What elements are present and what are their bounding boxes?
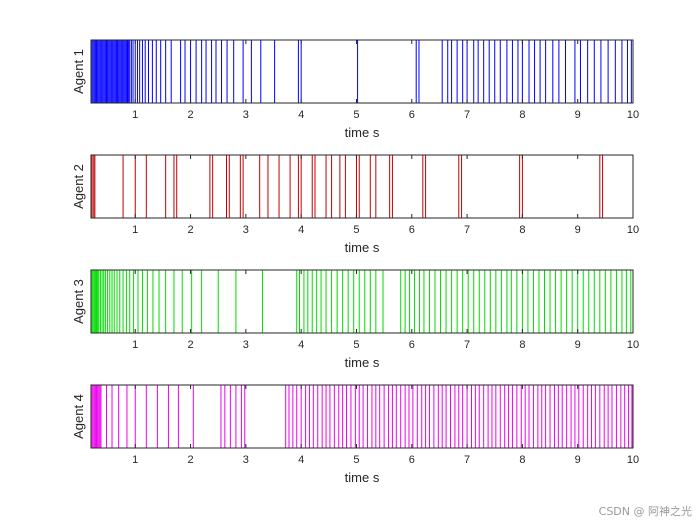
agent3-xtick-label: 3: [243, 339, 249, 351]
agent4-xtick-label: 4: [298, 454, 304, 466]
agent2-xtick-label: 4: [298, 224, 304, 236]
agent1-xtick-label: 5: [353, 109, 359, 121]
agent1-xtick-label: 3: [243, 109, 249, 121]
agent3-xtick-label: 7: [464, 339, 470, 351]
agent1-ylabel: Agent 1: [71, 49, 86, 94]
agent2-xlabel: time s: [345, 240, 380, 255]
agent2-xtick-label: 1: [132, 224, 138, 236]
agent1-xtick-label: 8: [519, 109, 525, 121]
agent3-xlabel: time s: [345, 355, 380, 370]
agent3-xtick-label: 1: [132, 339, 138, 351]
agent2-xtick-label: 2: [187, 224, 193, 236]
agent4-xtick-label: 3: [243, 454, 249, 466]
agent4-xtick-label: 5: [353, 454, 359, 466]
agent3-axes-box: [90, 269, 634, 334]
agent1-xtick-label: 4: [298, 109, 304, 121]
agent4-xtick-label: 1: [132, 454, 138, 466]
agent4-xtick-label: 10: [627, 454, 639, 466]
watermark: CSDN @ 阿神之光: [598, 505, 692, 518]
agent2-ylabel: Agent 2: [71, 164, 86, 209]
agent3-xtick-label: 5: [353, 339, 359, 351]
agent2-xtick-label: 8: [519, 224, 525, 236]
agent2-xtick-label: 9: [575, 224, 581, 236]
agent4-xlabel: time s: [345, 470, 380, 485]
agent3-ylabel: Agent 3: [71, 279, 86, 324]
agent2-axes-box: [90, 154, 634, 219]
agent3-xtick-label: 2: [187, 339, 193, 351]
agent4-xtick-label: 9: [575, 454, 581, 466]
agent1-axes-box: [90, 39, 634, 104]
agent1-xlabel: time s: [345, 125, 380, 140]
agent1-xtick-label: 6: [409, 109, 415, 121]
agent2-xtick-label: 10: [627, 224, 639, 236]
agent1-xtick-label: 2: [187, 109, 193, 121]
agent3-xtick-label: 8: [519, 339, 525, 351]
agent4-xtick-label: 8: [519, 454, 525, 466]
agent4-xtick-label: 7: [464, 454, 470, 466]
agent4-ylabel: Agent 4: [71, 394, 86, 439]
agent4-xtick-label: 2: [187, 454, 193, 466]
agent2-xtick-label: 5: [353, 224, 359, 236]
agent2-xtick-label: 3: [243, 224, 249, 236]
agent3-xtick-label: 9: [575, 339, 581, 351]
agent3-xtick-label: 6: [409, 339, 415, 351]
agent1-xtick-label: 7: [464, 109, 470, 121]
agent1-xtick-label: 1: [132, 109, 138, 121]
agent1-xtick-label: 10: [627, 109, 639, 121]
agent1-xtick-label: 9: [575, 109, 581, 121]
agent3-xtick-label: 4: [298, 339, 304, 351]
agent2-xtick-label: 6: [409, 224, 415, 236]
agent4-axes-box: [90, 384, 634, 449]
agent4-xtick-label: 6: [409, 454, 415, 466]
agent2-xtick-label: 7: [464, 224, 470, 236]
agent3-xtick-label: 10: [627, 339, 639, 351]
